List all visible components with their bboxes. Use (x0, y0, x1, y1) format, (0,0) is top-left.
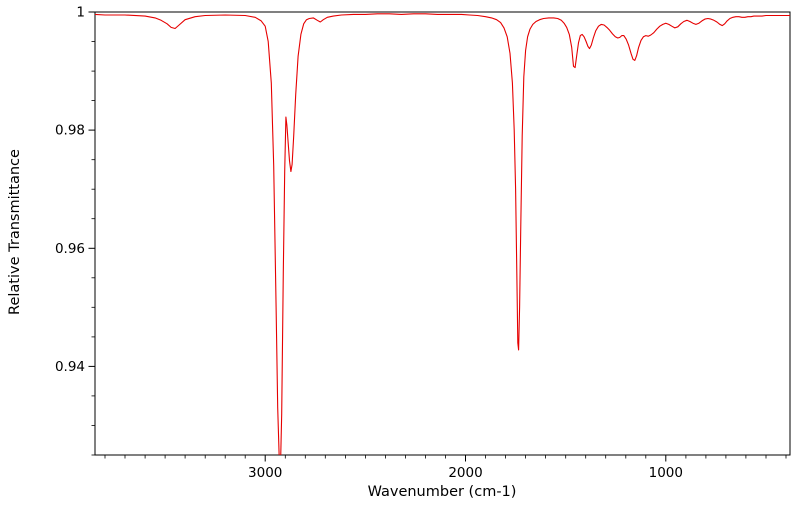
x-axis-label: Wavenumber (cm-1) (367, 484, 517, 500)
y-tick-label: 0.94 (55, 359, 85, 375)
x-tick-label: 3000 (248, 465, 282, 481)
y-axis-label: Relative Transmittance (7, 149, 23, 315)
spectrum-curve (95, 13, 790, 455)
x-tick-label: 1000 (649, 465, 683, 481)
y-tick-label: 1 (76, 5, 85, 21)
x-tick-label: 2000 (448, 465, 482, 481)
plot-frame (94, 11, 791, 456)
y-tick-label: 0.98 (55, 123, 85, 139)
y-tick-label: 0.96 (55, 241, 85, 257)
